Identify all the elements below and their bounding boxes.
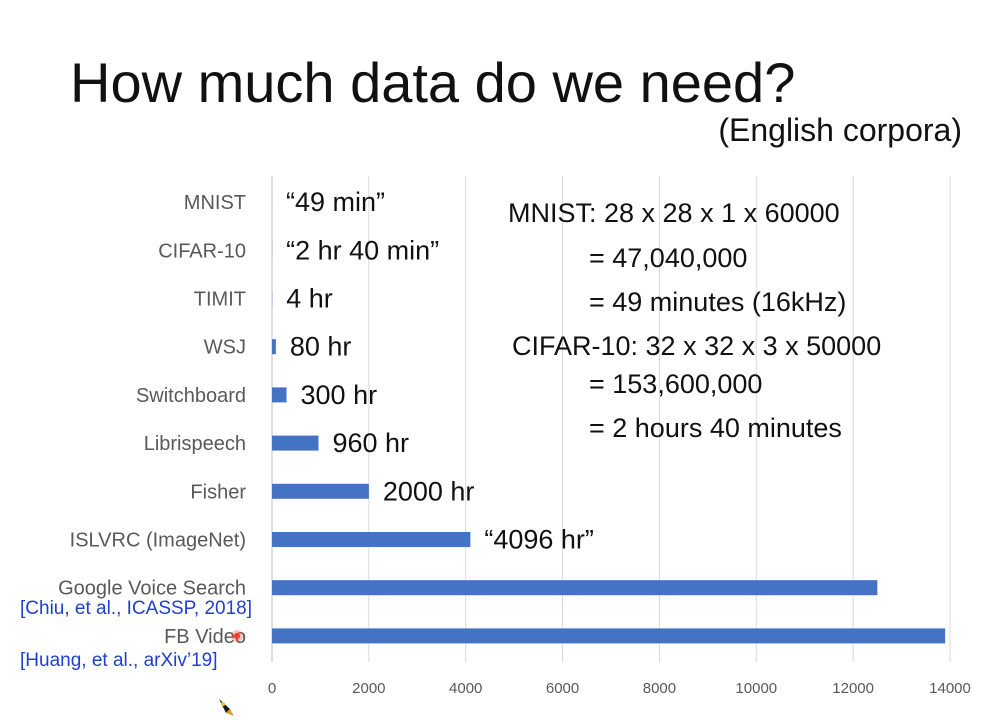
x-tick-label: 6000 [546, 680, 579, 697]
category-label: Switchboard [136, 385, 246, 407]
note-line-2: = 47,040,000 [589, 243, 748, 273]
note-line-6: = 2 hours 40 minutes [589, 413, 842, 443]
value-label: 4 hr [286, 284, 333, 314]
x-tick-label: 14000 [929, 680, 971, 697]
bar [272, 532, 471, 547]
value-label: 300 hr [301, 380, 378, 410]
x-tick-label: 10000 [735, 680, 777, 697]
bar [272, 628, 946, 644]
category-label: Fisher [190, 481, 246, 503]
citation-google: [Chiu, et al., ICASSP, 2018] [20, 598, 253, 619]
value-label: “49 min” [286, 187, 385, 217]
slide-subtitle: (English corpora) [718, 112, 962, 148]
category-label: ISLVRC (ImageNet) [70, 530, 246, 552]
value-label: 960 hr [332, 428, 409, 458]
chart-bars [272, 194, 946, 644]
note-line-5: = 153,600,000 [589, 369, 763, 399]
bar [272, 580, 878, 596]
bar [272, 435, 319, 451]
category-label: FB Video [164, 626, 246, 648]
value-label: “4096 hr” [484, 525, 594, 555]
category-label: Librispeech [144, 433, 246, 455]
category-label: Google Voice Search [58, 578, 246, 600]
x-tick-label: 4000 [449, 680, 482, 697]
bar [272, 483, 369, 499]
category-label: MNIST [184, 192, 246, 214]
chart-labels: 0 2000 4000 6000 8000 10000 12000 14000 MNIST “49… [58, 187, 971, 697]
category-label: TIMIT [194, 289, 246, 311]
note-line-4: CIFAR-10: 32 x 32 x 3 x 50000 [512, 331, 882, 361]
pen-icon [219, 699, 234, 716]
slide-title: How much data do we need? [70, 51, 796, 114]
citation-fb: [Huang, et al., arXiv’19] [20, 650, 218, 671]
note-line-3: = 49 minutes (16kHz) [589, 287, 847, 317]
x-tick-label: 2000 [352, 680, 385, 697]
value-label: 80 hr [290, 332, 352, 362]
category-label: WSJ [204, 337, 246, 359]
category-label: CIFAR-10 [158, 240, 246, 262]
bar [272, 387, 287, 403]
bar [272, 339, 276, 355]
x-tick-label: 8000 [643, 680, 676, 697]
x-tick-label: 12000 [832, 680, 874, 697]
value-label: 2000 hr [383, 476, 475, 506]
laser-pointer-dot-icon [231, 630, 243, 642]
note-line-1: MNIST: 28 x 28 x 1 x 60000 [508, 198, 840, 228]
x-tick-label: 0 [268, 680, 276, 697]
value-label: “2 hr 40 min” [286, 235, 439, 265]
